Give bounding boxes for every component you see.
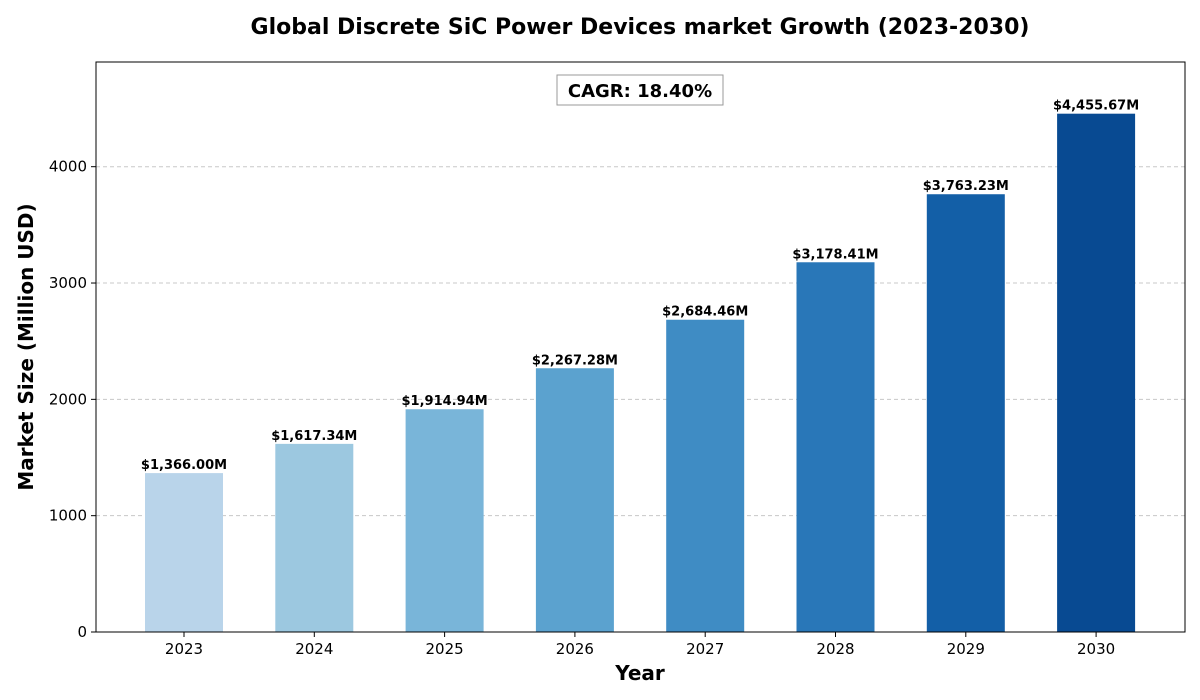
x-tick-label: 2025	[426, 640, 464, 658]
y-axis-label: Market Size (Million USD)	[14, 203, 38, 490]
data-label-2027: $2,684.46M	[662, 305, 748, 320]
y-axis-ticks: 0 1000 2000 3000 4000	[49, 158, 96, 641]
x-tick-label: 2027	[686, 640, 724, 658]
grid-lines	[96, 166, 1185, 517]
bar-2024	[275, 443, 354, 632]
cagr-box	[556, 74, 724, 106]
bar-2026	[535, 368, 614, 632]
x-tick-label: 2029	[947, 640, 985, 658]
chart-title: Global Discrete SiC Power Devices market…	[251, 15, 1030, 40]
plot-frame	[95, 61, 1186, 633]
cagr-text: CAGR: 18.40%	[568, 81, 712, 102]
y-tick-label: 1000	[49, 507, 87, 525]
data-label-2024: $1,617.34M	[271, 429, 357, 444]
cagr-annotation: CAGR: 18.40%	[556, 74, 724, 106]
data-label-2029: $3,763.23M	[923, 179, 1009, 194]
bar-2023	[145, 473, 223, 632]
x-tick-label: 2026	[556, 640, 594, 658]
y-tick-label: 2000	[49, 390, 87, 408]
x-tick-label: 2030	[1077, 640, 1115, 658]
data-label-2026: $2,267.28M	[532, 353, 618, 368]
y-tick-label: 0	[77, 623, 87, 641]
x-axis-ticks: 2023 2024 2025 2026 2027 2028 2029 2030	[165, 632, 1115, 658]
data-label-2025: $1,914.94M	[402, 394, 488, 409]
bar-2029	[926, 194, 1005, 632]
bar-2030	[1057, 113, 1136, 632]
bars	[145, 113, 1136, 632]
data-labels: $1,366.00M $1,617.34M $1,914.94M $2,267.28M…	[141, 99, 1139, 473]
data-label-2030: $4,455.67M	[1053, 99, 1139, 114]
bar-2027	[666, 319, 745, 632]
y-tick-label: 3000	[49, 274, 87, 292]
data-label-2023: $1,366.00M	[141, 458, 227, 473]
x-axis-label: Year	[614, 661, 665, 685]
bar-2028	[796, 262, 875, 632]
x-tick-label: 2024	[295, 640, 333, 658]
x-tick-label: 2028	[816, 640, 854, 658]
data-label-2028: $3,178.41M	[792, 247, 878, 262]
bar-2025	[405, 409, 484, 632]
x-tick-label: 2023	[165, 640, 203, 658]
y-tick-label: 4000	[49, 158, 87, 176]
